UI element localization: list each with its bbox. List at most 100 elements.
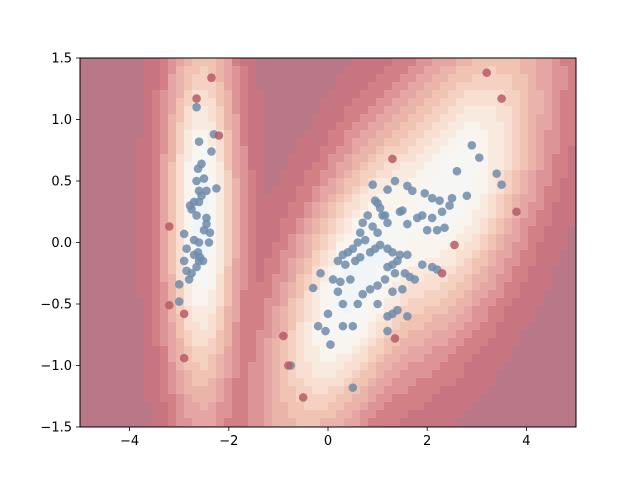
contour-cell <box>352 114 361 123</box>
contour-cell <box>416 354 425 363</box>
contour-cell <box>440 122 449 131</box>
contour-cell <box>232 218 241 227</box>
contour-cell <box>568 138 576 147</box>
contour-cell <box>328 346 337 355</box>
contour-cell <box>496 138 505 147</box>
contour-cell <box>256 266 265 275</box>
contour-cell <box>504 90 513 99</box>
contour-cell <box>384 298 393 307</box>
contour-cell <box>208 234 217 243</box>
contour-cell <box>536 146 545 155</box>
contour-cell <box>112 322 121 331</box>
contour-cell <box>272 114 281 123</box>
contour-cell <box>336 314 345 323</box>
contour-cell <box>448 330 457 339</box>
contour-cell <box>552 154 561 163</box>
contour-cell <box>152 418 161 427</box>
contour-cell <box>144 242 153 251</box>
contour-cell <box>456 202 465 211</box>
contour-cell <box>424 386 433 395</box>
contour-cell <box>256 210 265 219</box>
contour-cell <box>144 266 153 275</box>
contour-cell <box>144 322 153 331</box>
contour-cell <box>352 226 361 235</box>
contour-cell <box>232 74 241 83</box>
contour-cell <box>120 122 129 131</box>
contour-cell <box>264 410 273 419</box>
inlier-point <box>194 137 204 146</box>
contour-cell <box>168 418 177 427</box>
contour-cell <box>528 186 537 195</box>
contour-cell <box>200 90 209 99</box>
contour-cell <box>272 402 281 411</box>
contour-cell <box>248 370 257 379</box>
contour-cell <box>528 202 537 211</box>
contour-cell <box>560 186 569 195</box>
contour-cell <box>528 314 537 323</box>
contour-cell <box>312 362 321 371</box>
contour-cell <box>376 402 385 411</box>
contour-cell <box>328 258 337 267</box>
contour-cell <box>432 282 441 291</box>
contour-cell <box>496 314 505 323</box>
contour-cell <box>256 282 265 291</box>
contour-cell <box>336 282 345 291</box>
contour-cell <box>248 354 257 363</box>
contour-cell <box>560 218 569 227</box>
contour-cell <box>376 74 385 83</box>
contour-cell <box>184 234 193 243</box>
contour-cell <box>184 378 193 387</box>
contour-cell <box>312 354 321 363</box>
contour-cell <box>416 298 425 307</box>
contour-cell <box>176 130 185 139</box>
contour-cell <box>552 354 561 363</box>
contour-cell <box>192 226 201 235</box>
contour-cell <box>112 234 121 243</box>
contour-cell <box>440 218 449 227</box>
contour-cell <box>536 226 545 235</box>
contour-cell <box>144 146 153 155</box>
contour-cell <box>120 98 129 107</box>
contour-cell <box>160 210 169 219</box>
contour-cell <box>472 58 481 67</box>
contour-cell <box>456 354 465 363</box>
contour-cell <box>80 290 89 299</box>
contour-cell <box>192 394 201 403</box>
contour-cell <box>528 298 537 307</box>
contour-cell <box>408 130 417 139</box>
contour-cell <box>120 266 129 275</box>
contour-cell <box>368 402 377 411</box>
contour-cell <box>240 178 249 187</box>
contour-cell <box>536 378 545 387</box>
contour-cell <box>352 266 361 275</box>
contour-cell <box>528 250 537 259</box>
contour-cell <box>112 410 121 419</box>
contour-cell <box>144 250 153 259</box>
contour-cell <box>280 282 289 291</box>
contour-cell <box>552 378 561 387</box>
contour-cell <box>552 386 561 395</box>
contour-cell <box>512 346 521 355</box>
contour-cell <box>88 386 97 395</box>
contour-cell <box>528 106 537 115</box>
contour-cell <box>312 82 321 91</box>
inlier-point <box>328 275 338 284</box>
contour-cell <box>88 354 97 363</box>
contour-cell <box>200 202 209 211</box>
contour-cell <box>216 122 225 131</box>
contour-cell <box>392 98 401 107</box>
contour-cell <box>344 114 353 123</box>
contour-cell <box>168 250 177 259</box>
contour-cell <box>544 130 553 139</box>
contour-cell <box>424 322 433 331</box>
contour-cell <box>560 130 569 139</box>
contour-cell <box>216 162 225 171</box>
contour-cell <box>272 274 281 283</box>
contour-cell <box>544 74 553 83</box>
contour-cell <box>104 330 113 339</box>
contour-cell <box>152 226 161 235</box>
contour-cell <box>216 82 225 91</box>
contour-cell <box>512 186 521 195</box>
contour-cell <box>336 330 345 339</box>
contour-cell <box>296 274 305 283</box>
